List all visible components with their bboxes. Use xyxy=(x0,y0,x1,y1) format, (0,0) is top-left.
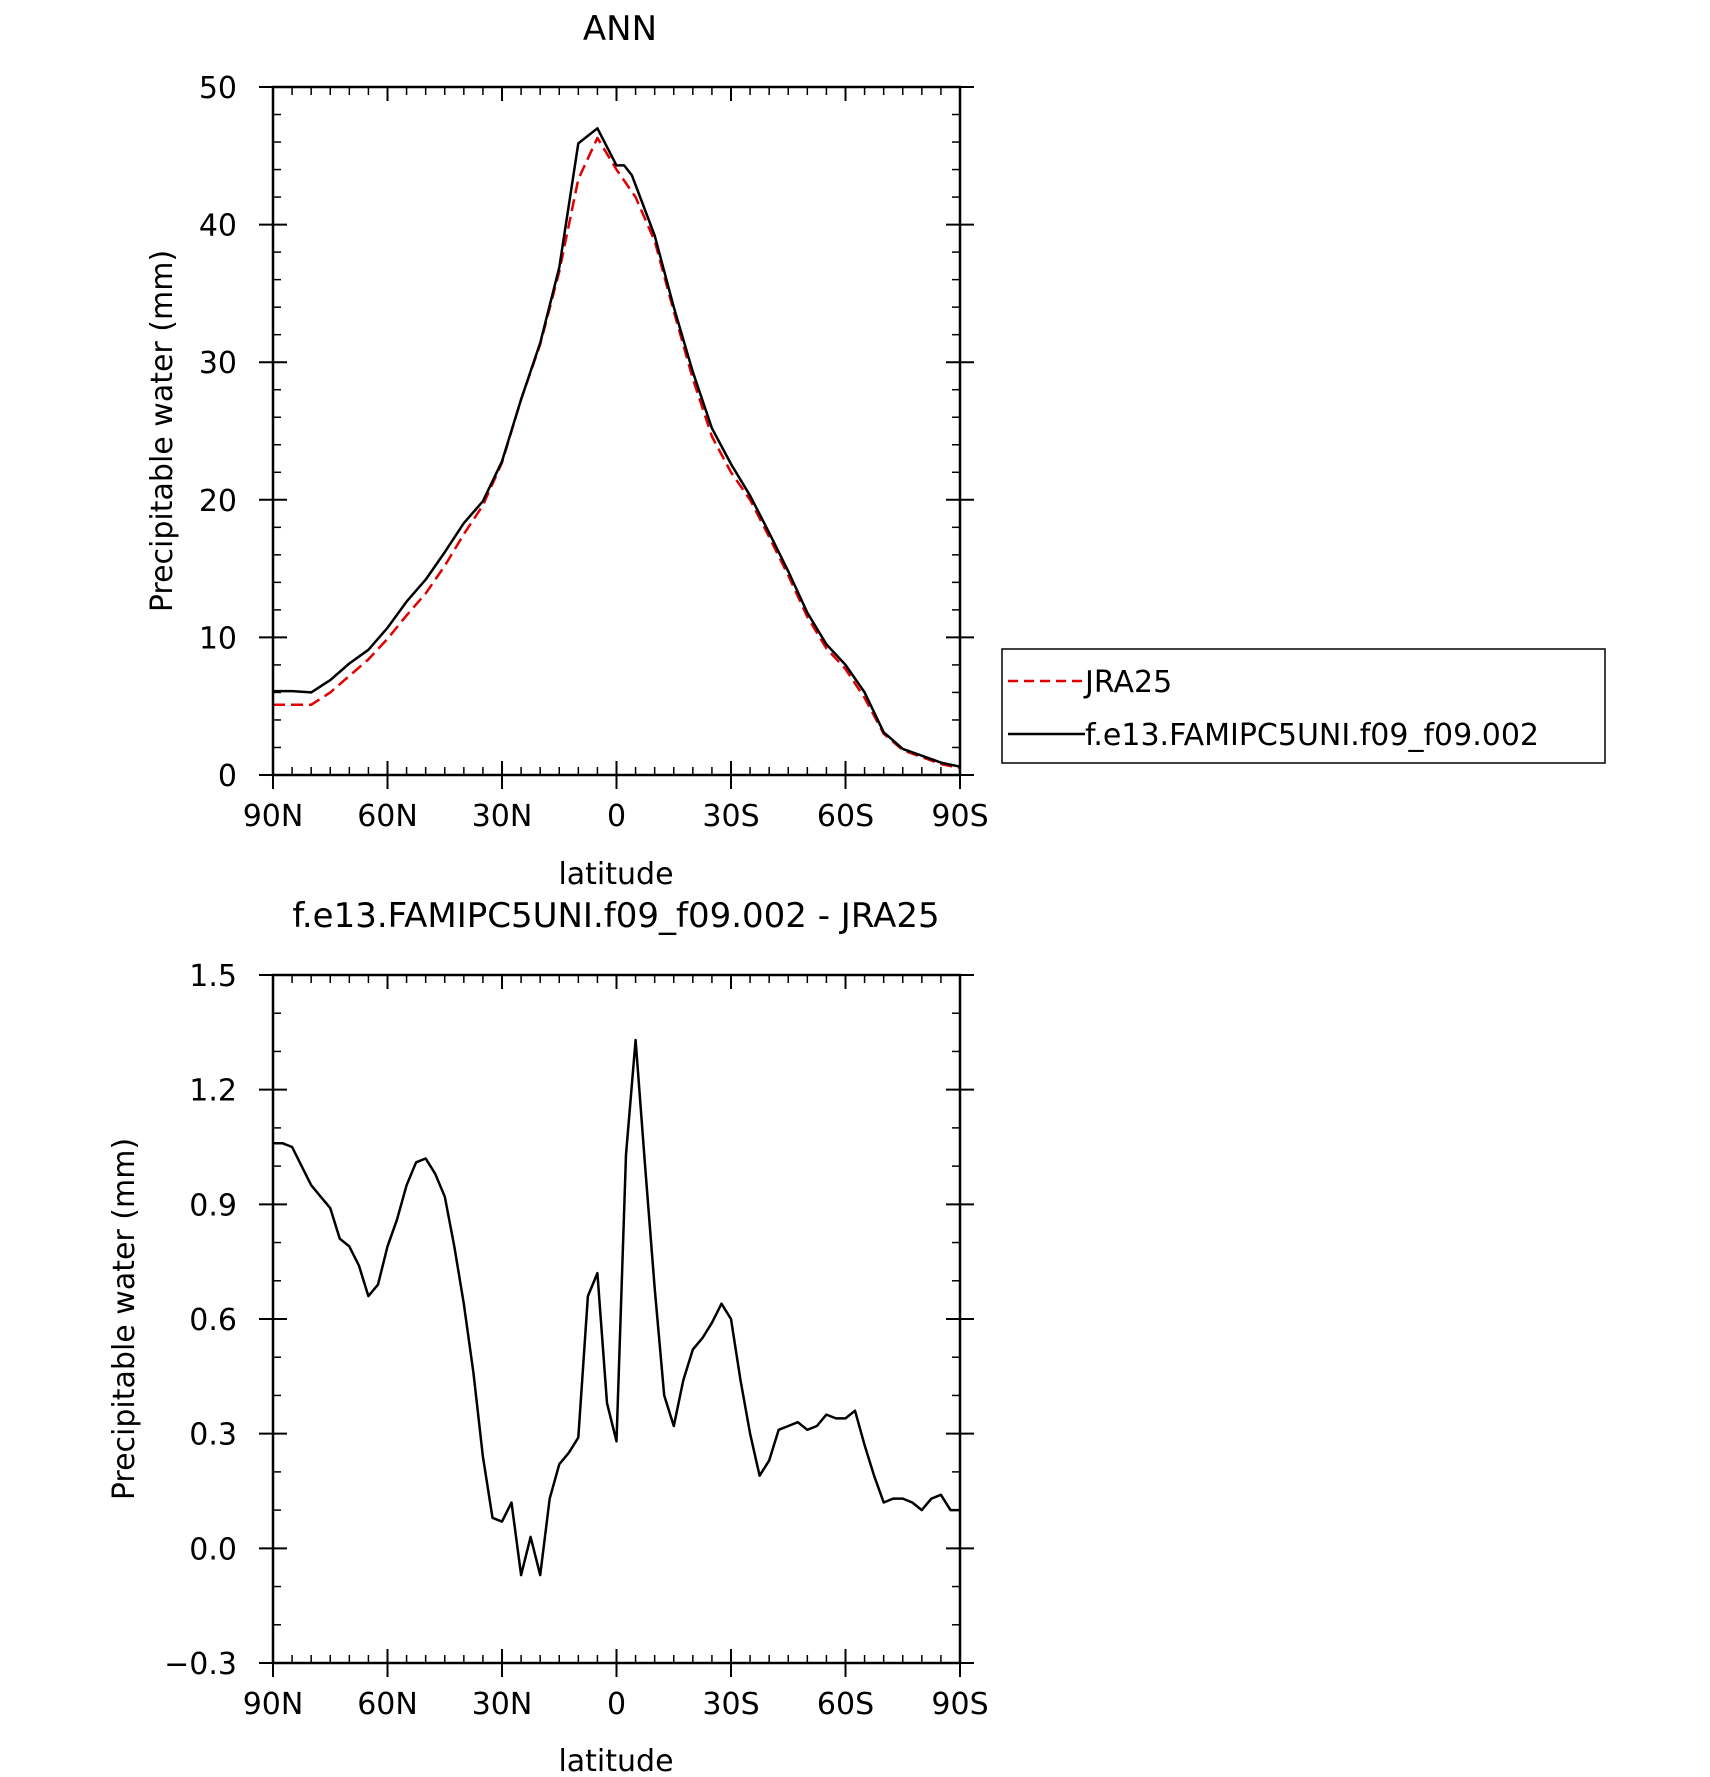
y-axis-label-diff: Precipitable water (mm) xyxy=(107,1138,142,1500)
x-tick-label: 60S xyxy=(817,1687,874,1722)
x-tick-label: 0 xyxy=(607,799,626,834)
y-tick-label: 0.6 xyxy=(189,1303,237,1338)
legend-label-model: f.e13.FAMIPC5UNI.f09_f09.002 xyxy=(1085,718,1539,753)
x-tick-label: 30S xyxy=(702,799,759,834)
x-tick-labels-diff: 90N 60N 30N 0 30S 60S 90S xyxy=(243,1687,989,1722)
y-tick-label: 1.2 xyxy=(189,1074,237,1109)
x-tick-label: 30S xyxy=(702,1687,759,1722)
plot-frame xyxy=(271,85,962,777)
y-axis-label: Precipitable water (mm) xyxy=(145,250,180,612)
data-series xyxy=(273,127,961,770)
y-tick-label: 0.9 xyxy=(189,1188,237,1223)
x-axis-label: latitude xyxy=(558,857,673,892)
y-tick-label: 20 xyxy=(199,484,237,519)
x-axis-label-diff: latitude xyxy=(558,1744,673,1777)
top-chart-panel: ANN 0 10 20 30 40 50 90N 60N 30N 0 30S 60S 90S lati… xyxy=(145,9,1606,892)
series-line-f-e13-famipc5uni-f09-f09-002 xyxy=(273,127,961,768)
series-line-jra25 xyxy=(273,136,961,770)
chart-title-diff: f.e13.FAMIPC5UNI.f09_f09.002 - JRA25 xyxy=(292,896,939,936)
x-tick-labels: 90N 60N 30N 0 30S 60S 90S xyxy=(243,799,989,834)
x-tick-label: 90N xyxy=(243,1687,304,1722)
series-line-difference xyxy=(273,1038,960,1577)
y-tick-label: 0 xyxy=(218,759,237,794)
x-tick-label: 90N xyxy=(243,799,304,834)
x-tick-label: 30N xyxy=(472,1687,533,1722)
tick-marks xyxy=(259,86,974,789)
y-tick-label: 1.5 xyxy=(189,959,237,994)
x-tick-label: 30N xyxy=(472,799,533,834)
y-tick-label: 50 xyxy=(199,71,237,106)
legend: JRA25 f.e13.FAMIPC5UNI.f09_f09.002 xyxy=(1001,648,1606,764)
y-tick-label: 0.0 xyxy=(189,1532,237,1567)
y-tick-labels-diff: −0.3 0.0 0.3 0.6 0.9 1.2 1.5 xyxy=(164,959,237,1682)
y-tick-label: 0.3 xyxy=(189,1418,237,1453)
y-tick-label: 40 xyxy=(199,209,237,244)
x-tick-label: 90S xyxy=(931,1687,988,1722)
x-tick-label: 60S xyxy=(817,799,874,834)
legend-label-jra25: JRA25 xyxy=(1083,665,1172,700)
x-tick-label: 60N xyxy=(357,799,418,834)
y-tick-label: 30 xyxy=(199,346,237,381)
x-tick-label: 90S xyxy=(931,799,988,834)
chart-title: ANN xyxy=(583,9,657,49)
x-tick-label: 0 xyxy=(607,1687,626,1722)
x-tick-label: 60N xyxy=(357,1687,418,1722)
y-tick-label: −0.3 xyxy=(164,1647,237,1682)
plot-frame-diff xyxy=(271,973,962,1665)
bottom-chart-panel: f.e13.FAMIPC5UNI.f09_f09.002 - JRA25 −0.… xyxy=(107,896,989,1777)
tick-marks-diff xyxy=(259,974,974,1677)
y-tick-label: 10 xyxy=(199,621,237,656)
data-series-diff xyxy=(273,1038,960,1577)
y-tick-labels: 0 10 20 30 40 50 xyxy=(199,71,237,794)
legend-box xyxy=(1001,648,1606,764)
